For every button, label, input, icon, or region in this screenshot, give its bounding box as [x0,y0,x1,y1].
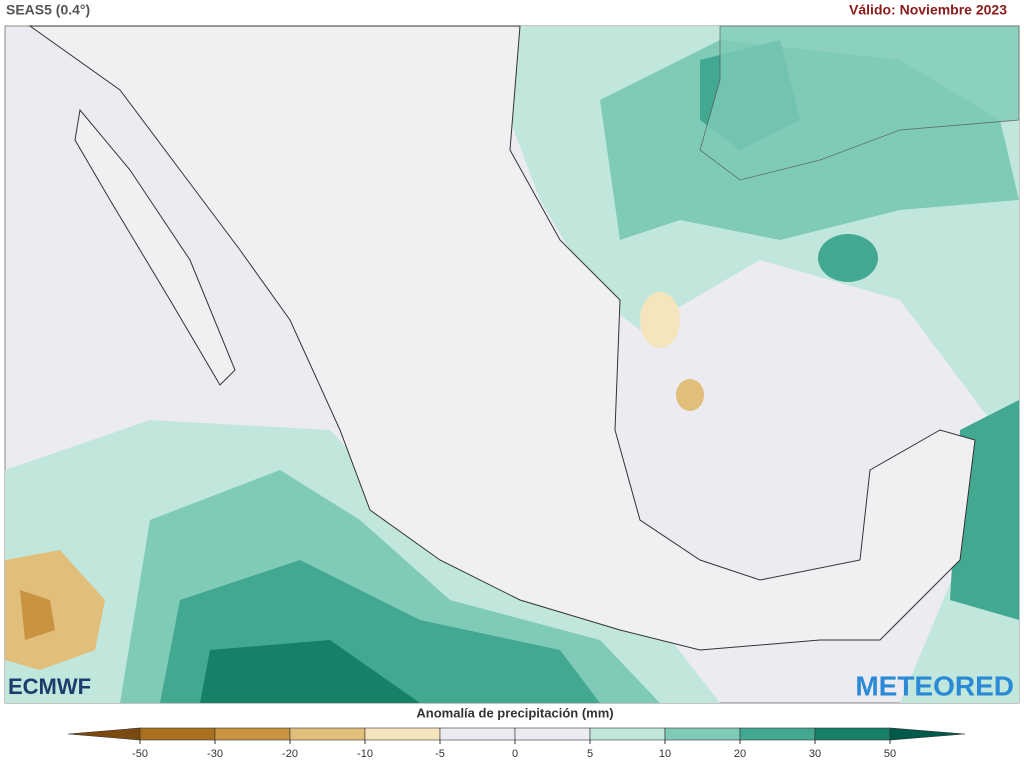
land [28,25,976,651]
colorbar-segment [814,727,891,741]
colorbar-triangle [889,727,966,741]
colorbar-triangle [67,727,141,741]
colorbar-tick-label: 30 [809,748,821,760]
colorbar-segment [514,727,591,741]
colorbar-tick-label: -10 [357,748,373,760]
colorbar-segment [664,727,741,741]
colorbar-tick-label: -5 [435,748,445,760]
colorbar-tick-label: -30 [207,748,223,760]
model-title: SEAS5 (0.4°) [6,2,90,18]
ecmwf-logo: ECMWF [8,674,91,699]
anomaly-area [200,640,420,703]
map [4,25,1020,704]
colorbar-segment [439,727,516,741]
colorbar-tick-label: 0 [512,748,518,760]
colorbar-segment [589,727,666,741]
colorbar-tick-label: 5 [587,748,593,760]
colorbar-tick-label: 20 [734,748,746,760]
colorbar-tick-label: -20 [282,748,298,760]
colorbar-segment [739,727,816,741]
colorbar-segment [364,727,441,741]
colorbar-tick-label: 50 [884,748,896,760]
colorbar-label: Anomalía de precipitación (mm) [416,705,613,720]
anomaly-area [640,292,680,348]
land [699,25,1020,181]
colorbar: -50 -30 -20 -10 -5 0 5 10 20 30 50 [67,727,966,760]
colorbar-segment [214,727,291,741]
colorbar-tick-label: 10 [659,748,671,760]
valid-date: Válido: Noviembre 2023 [849,2,1007,18]
anomaly-area [20,590,55,640]
land [74,108,236,386]
meteored-logo: METEORED [855,670,1014,701]
anomaly-area [818,234,878,282]
colorbar-segment [289,727,366,741]
colorbar-segment [139,727,216,741]
colorbar-tick-label: -50 [132,748,148,760]
anomaly-area [5,550,105,670]
anomaly-area [676,379,704,411]
